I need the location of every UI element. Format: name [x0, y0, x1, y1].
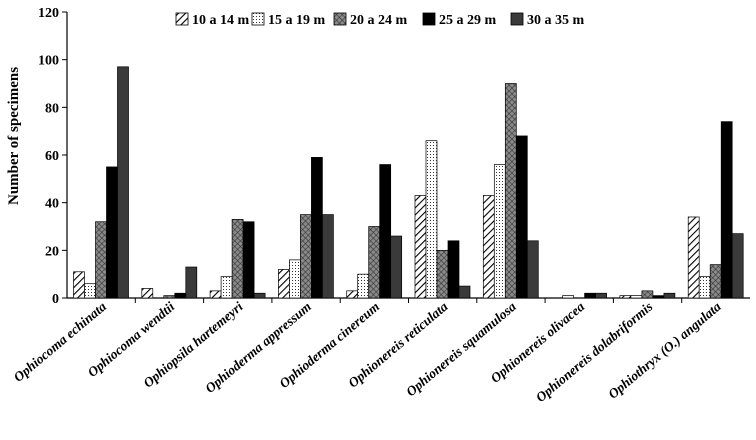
- legend-swatch: [422, 12, 436, 26]
- bar: [504, 83, 517, 299]
- bar: [687, 216, 700, 299]
- bar: [709, 264, 722, 299]
- legend-swatch: [333, 12, 347, 26]
- bar: [515, 135, 528, 299]
- bar: [117, 66, 129, 299]
- y-tick-label: 40: [45, 197, 59, 212]
- bar: [253, 292, 266, 299]
- legend-swatch: [510, 12, 524, 26]
- bar: [731, 233, 744, 299]
- bar: [425, 140, 438, 299]
- legend-label: 30 a 35 m: [527, 13, 585, 28]
- bar: [220, 276, 233, 299]
- y-tick-label: 120: [38, 6, 59, 21]
- y-tick-label: 80: [45, 101, 59, 116]
- bar: [630, 295, 643, 299]
- bar: [447, 240, 460, 299]
- bar: [357, 273, 370, 299]
- legend-label: 25 a 29 m: [439, 13, 497, 28]
- category-label: Ophionereis squamulosa: [403, 299, 519, 400]
- bar: [311, 157, 323, 299]
- y-tick-label: 0: [52, 292, 59, 307]
- bar: [493, 164, 506, 299]
- legend-swatch: [175, 12, 189, 26]
- legend-swatch: [251, 12, 265, 26]
- bar: [652, 295, 665, 299]
- bar: [641, 290, 654, 299]
- bar: [390, 235, 403, 299]
- bar: [106, 166, 118, 299]
- bar: [346, 290, 359, 299]
- bar: [368, 226, 381, 299]
- bar: [289, 259, 301, 299]
- bar: [379, 164, 392, 299]
- bar: [458, 285, 471, 299]
- bar: [720, 121, 733, 299]
- bar: [300, 214, 312, 299]
- bars: [73, 66, 744, 299]
- legend-label: 10 a 14 m: [192, 13, 250, 28]
- bar: [562, 295, 574, 299]
- bar: [414, 195, 427, 299]
- bar: [482, 195, 495, 299]
- legend-label: 15 a 19 m: [268, 13, 326, 28]
- bar: [595, 292, 607, 299]
- bar: [141, 288, 154, 299]
- bar: [242, 221, 255, 299]
- bar: [84, 283, 96, 299]
- bar: [436, 249, 449, 299]
- bar: [663, 292, 676, 299]
- bar: [185, 266, 198, 299]
- y-axis-title: Number of specimens: [6, 67, 22, 205]
- bar: [698, 276, 711, 299]
- bar: [95, 221, 107, 299]
- legend: 10 a 14 m 15 a 19 m 20 a 24 m 25 a 29 m 30 a…: [175, 12, 585, 28]
- bar: [584, 292, 596, 299]
- bar: [231, 219, 244, 299]
- bar: [619, 295, 632, 299]
- bar: [163, 295, 176, 299]
- bar: [322, 214, 334, 299]
- category-label: Ophiothryx (O.) angulata: [605, 299, 724, 402]
- category-label: Ophionereis dolabriformis: [533, 299, 656, 405]
- y-tick-label: 60: [45, 149, 59, 164]
- bar: [526, 240, 539, 299]
- bar: [209, 290, 222, 299]
- y-tick-label: 20: [45, 244, 59, 259]
- y-tick-label: 100: [38, 54, 59, 69]
- legend-label: 20 a 24 m: [350, 13, 408, 28]
- bar: [174, 292, 187, 299]
- bar: [278, 269, 290, 299]
- bar: [73, 271, 85, 299]
